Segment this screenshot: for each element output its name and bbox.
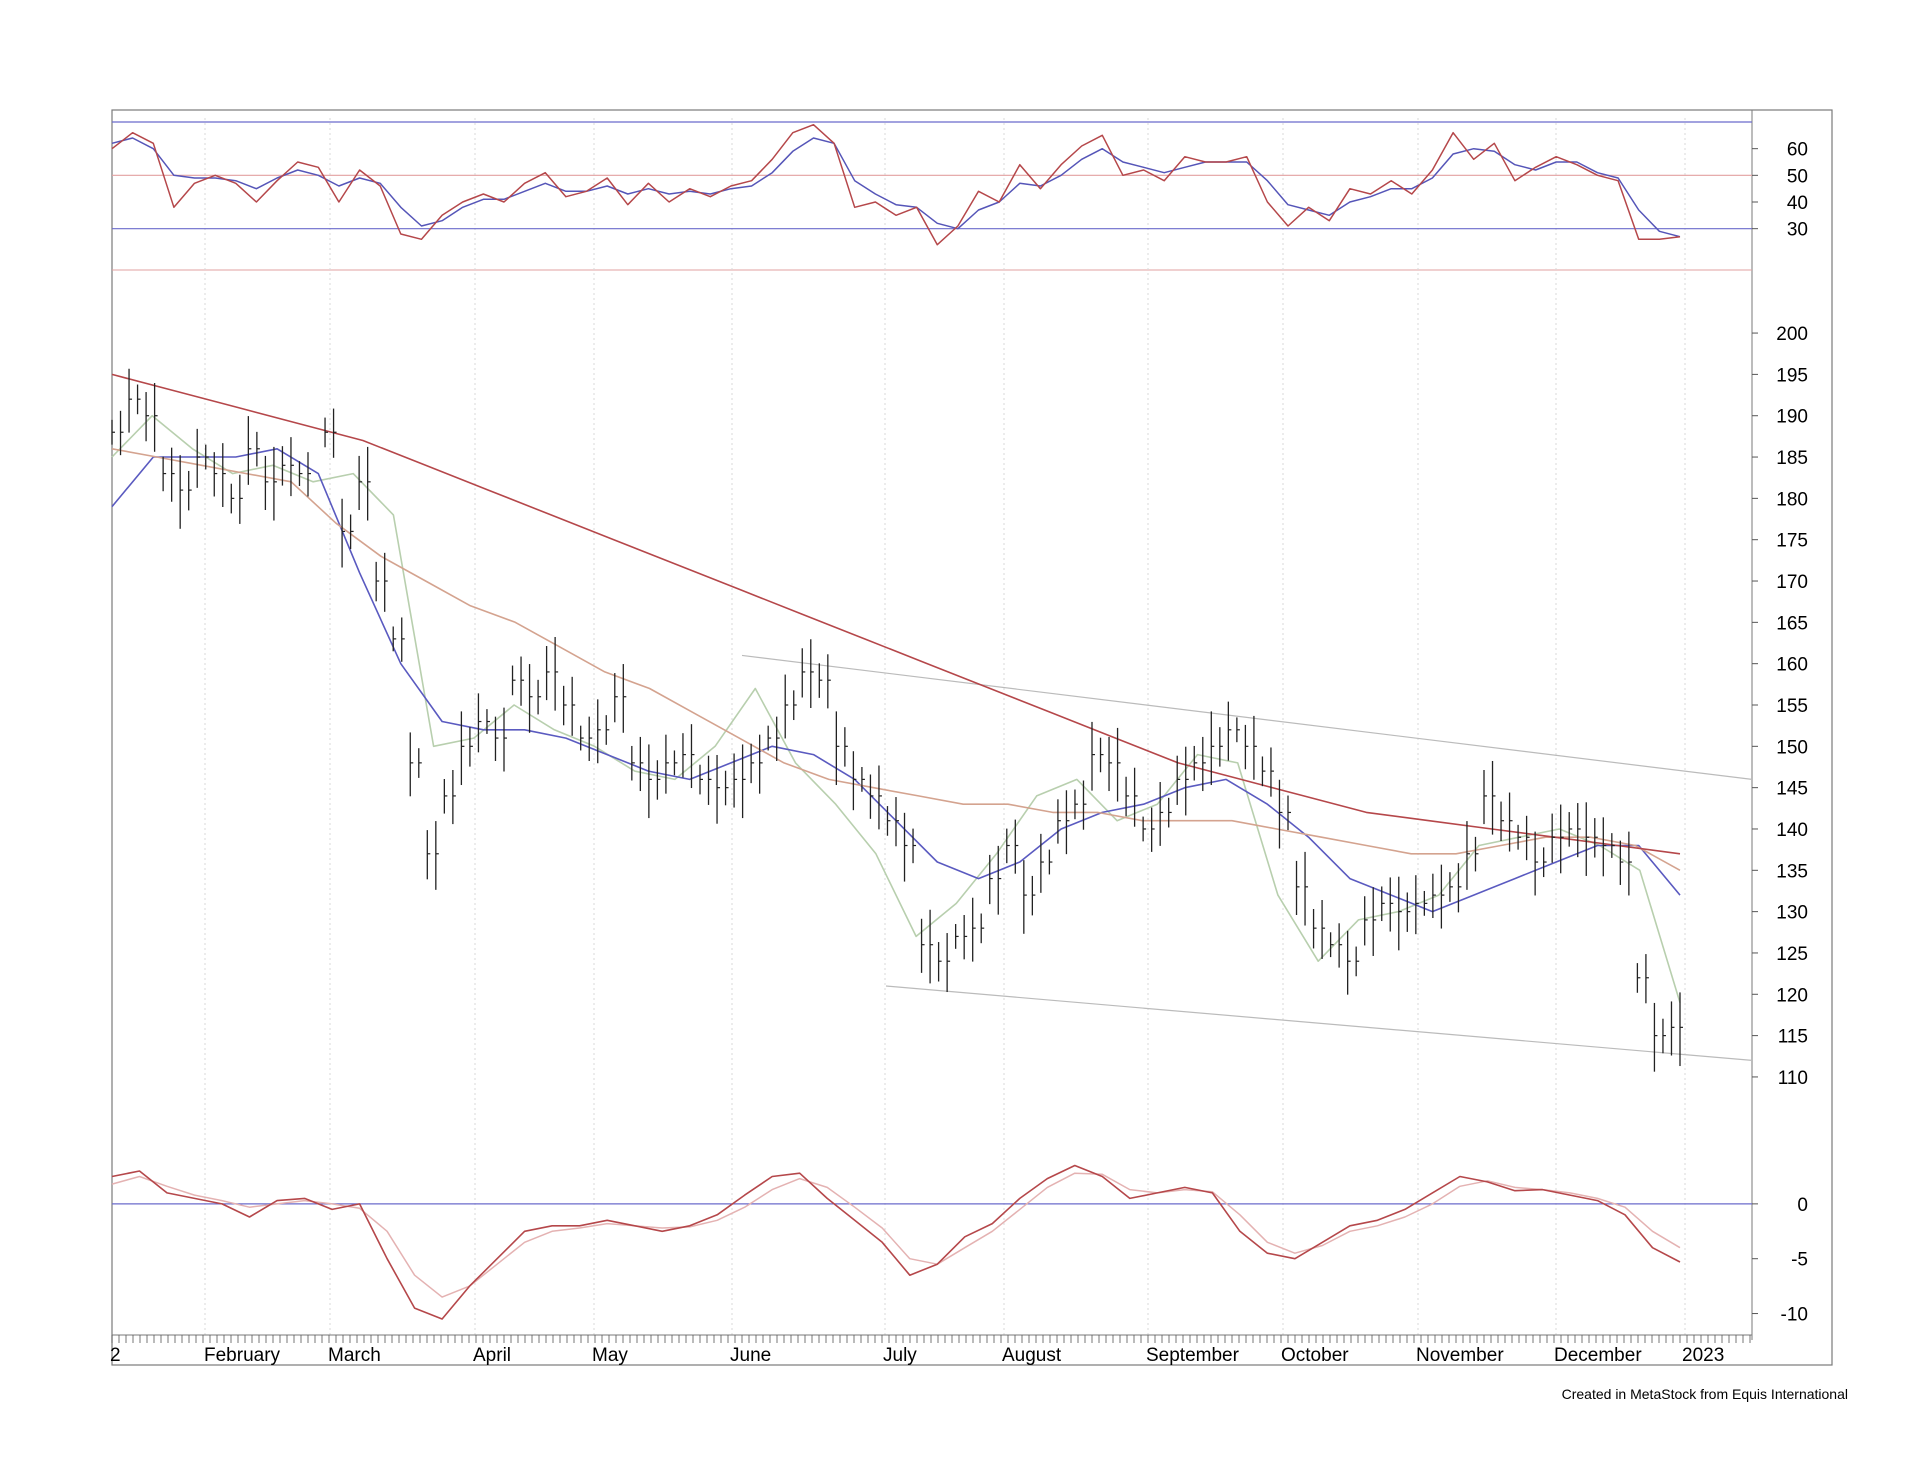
- x-axis-label: June: [730, 1345, 771, 1366]
- price-tick-label: 135: [1776, 861, 1808, 882]
- price-tick-label: 170: [1776, 572, 1808, 593]
- x-axis-label: December: [1554, 1345, 1642, 1366]
- price-tick-label: 150: [1776, 737, 1808, 758]
- oscillator-signal-line: [111, 137, 1681, 238]
- oscillator-tick-label: 60: [1787, 140, 1808, 161]
- moving-average-200: [111, 373, 1681, 855]
- price-tick-label: 200: [1776, 324, 1808, 345]
- price-tick-label: 165: [1776, 613, 1808, 634]
- oscillator-tick-label: 50: [1787, 166, 1808, 187]
- x-axis-label: May: [592, 1345, 628, 1366]
- trendline: [885, 985, 1753, 1062]
- price-tick-label: 130: [1776, 903, 1808, 924]
- x-axis-label: October: [1281, 1345, 1349, 1366]
- credit-text: Created in MetaStock from Equis Internat…: [1561, 1386, 1848, 1402]
- price-tick-label: 145: [1776, 779, 1808, 800]
- x-axis-label: July: [883, 1345, 917, 1366]
- x-axis-label: September: [1146, 1345, 1240, 1366]
- price-tick-label: 110: [1778, 1068, 1808, 1089]
- macd-tick-label: -5: [1791, 1250, 1808, 1271]
- oscillator-tick-label: 30: [1787, 220, 1808, 241]
- x-axis-label: November: [1416, 1345, 1504, 1366]
- price-tick-label: 180: [1776, 489, 1808, 510]
- moving-average-long: [111, 448, 1681, 871]
- oscillator-tick-label: 40: [1787, 193, 1808, 214]
- price-tick-label: 195: [1776, 365, 1808, 386]
- x-axis-label: 2: [110, 1345, 121, 1366]
- x-axis-label: August: [1002, 1345, 1062, 1366]
- macd-line: [111, 1164, 1681, 1320]
- oscillator-line: [111, 123, 1681, 246]
- x-axis-label: March: [328, 1345, 381, 1366]
- price-bars: [111, 368, 1683, 1072]
- price-tick-label: 140: [1776, 820, 1808, 841]
- moving-average-short: [111, 414, 1681, 1003]
- x-axis-label: April: [473, 1345, 511, 1366]
- chart-frame: [111, 109, 1833, 1366]
- macd-tick-label: 0: [1797, 1195, 1808, 1216]
- price-tick-label: 185: [1776, 448, 1808, 469]
- price-tick-label: 175: [1776, 531, 1808, 552]
- trendline: [741, 654, 1753, 780]
- macd-signal-line: [111, 1172, 1681, 1298]
- price-tick-label: 160: [1776, 655, 1808, 676]
- price-tick-label: 115: [1778, 1027, 1808, 1048]
- x-axis-label: February: [204, 1345, 281, 1366]
- price-tick-label: 125: [1776, 944, 1808, 965]
- x-axis-label: 2023: [1682, 1345, 1724, 1366]
- price-tick-label: 190: [1776, 407, 1808, 428]
- price-tick-label: 155: [1776, 696, 1808, 717]
- price-tick-label: 120: [1776, 985, 1808, 1006]
- macd-tick-label: -10: [1781, 1305, 1808, 1326]
